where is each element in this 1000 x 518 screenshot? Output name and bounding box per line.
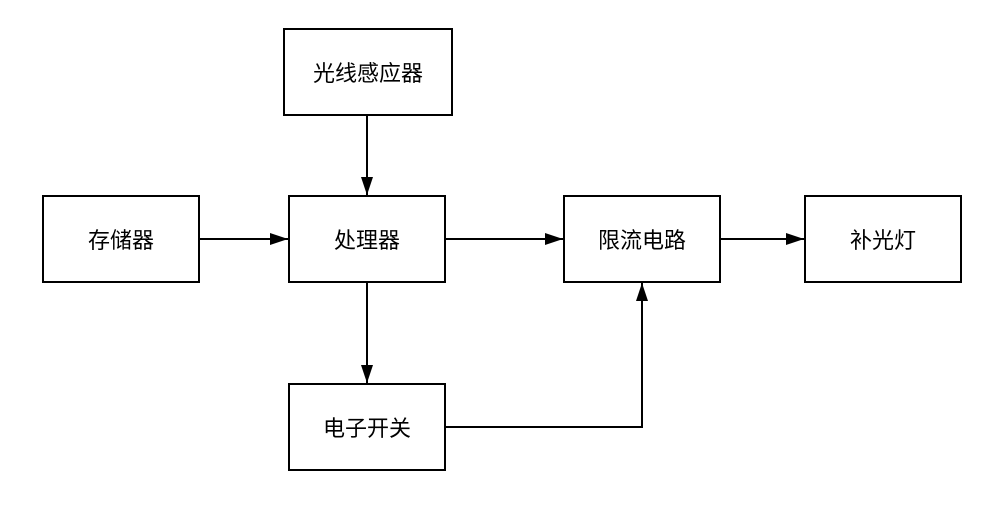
node-label: 限流电路 [598,223,686,255]
flowchart-edge [446,283,642,427]
flowchart-node-electronic-switch: 电子开关 [288,383,446,471]
flowchart-node-current-limiter: 限流电路 [563,195,721,283]
node-label: 补光灯 [850,223,916,255]
node-label: 电子开关 [323,411,411,443]
flowchart-node-fill-light: 补光灯 [804,195,962,283]
node-label: 光线感应器 [313,56,423,88]
flowchart-node-memory: 存储器 [42,195,200,283]
flowchart-node-processor: 处理器 [288,195,446,283]
node-label: 处理器 [334,223,400,255]
flowchart-node-light-sensor: 光线感应器 [283,28,453,116]
flowchart-diagram: 光线感应器存储器 处理器 限流电路 补光灯电子开关 [0,0,1000,518]
node-label: 存储器 [88,223,154,255]
